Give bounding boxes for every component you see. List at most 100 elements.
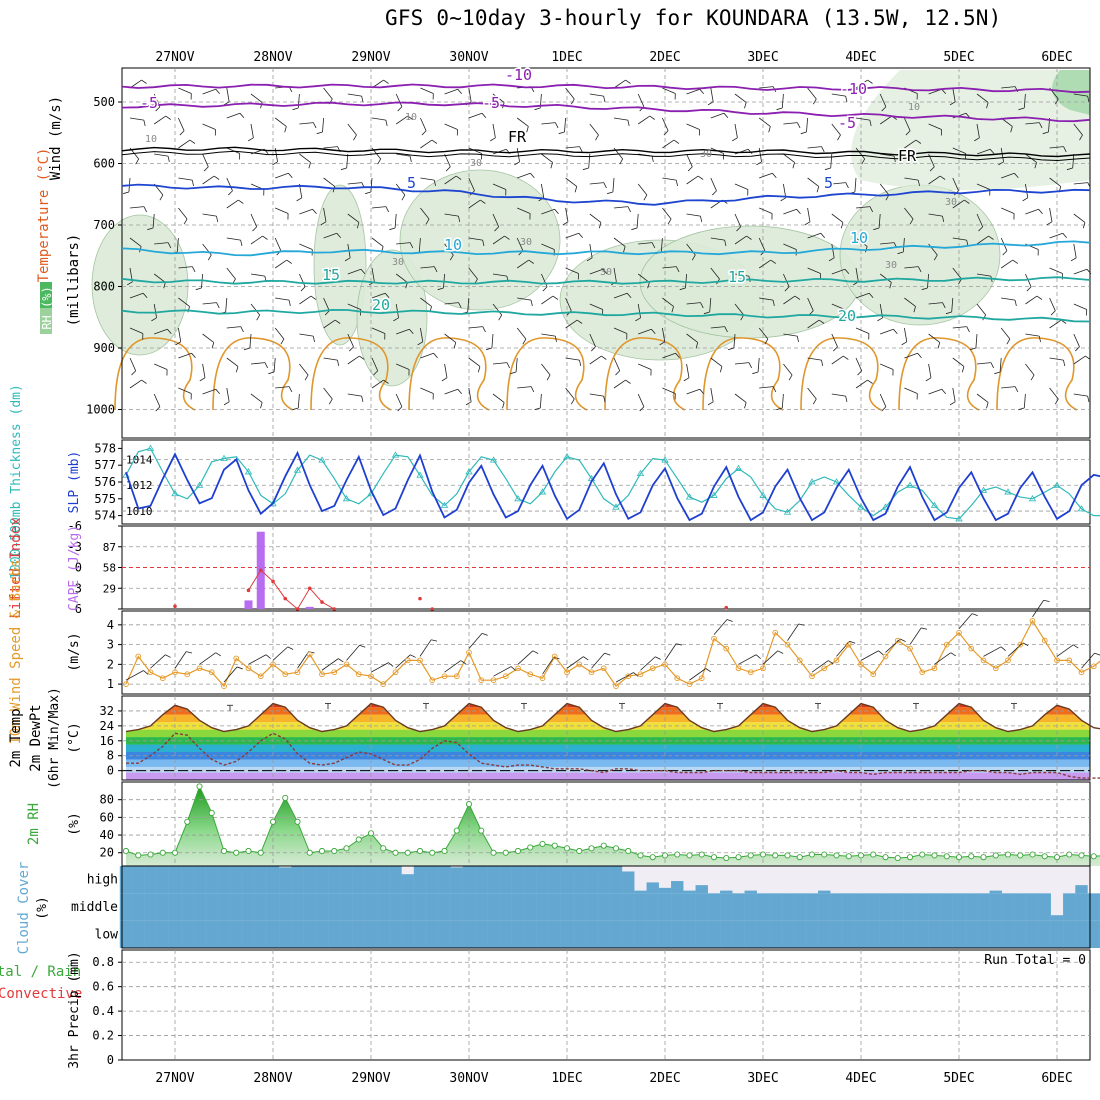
wind-barb [516, 327, 527, 345]
wind-barb-flag [385, 206, 390, 213]
wind-barb-flag [167, 328, 172, 334]
wind-barb [662, 139, 680, 149]
wind-speed-point [417, 657, 423, 664]
wind-barb [444, 388, 463, 395]
wind-barb [223, 87, 230, 106]
pressure-tick-label: 500 [93, 95, 115, 109]
wind-barb [178, 207, 188, 225]
cloud-cell [266, 893, 280, 921]
wind-barb [1025, 295, 1043, 305]
rh-point [465, 801, 473, 808]
cloud-cell [977, 920, 990, 948]
wind-barb [807, 232, 826, 239]
wind-barb-flag [978, 226, 984, 232]
wind-barb-flag [929, 166, 935, 172]
wind-barb-flag [260, 402, 263, 409]
wind-barb [589, 93, 606, 103]
wind-barb-flag [816, 186, 820, 193]
cloud-cell [903, 893, 917, 921]
wind-barb-flag [288, 172, 293, 178]
li-point [173, 604, 177, 609]
wind-barb [686, 388, 705, 395]
wind-barb-staff [1000, 327, 1011, 340]
wind-barb-flag [1054, 98, 1059, 105]
date-label-top: 3DEC [747, 50, 778, 65]
wind-barb [662, 177, 678, 187]
wind-barb-flag [268, 371, 275, 375]
cloud-cell [842, 920, 855, 948]
wind-barb-staff [807, 207, 811, 222]
wind-barb-staff [154, 153, 169, 157]
wind-barb [347, 393, 364, 403]
wind-barb [223, 387, 230, 406]
cloud-cell [438, 920, 451, 948]
temp-tick-label: 8 [107, 749, 114, 763]
wind-barb [468, 632, 488, 649]
wind-barb-staff [637, 183, 648, 196]
cloud-cell [646, 920, 659, 948]
wind-barb-staff [734, 93, 747, 103]
wind-barb [783, 295, 801, 305]
cloud-cell [438, 866, 451, 894]
wind-barb [1018, 393, 1026, 411]
cloud-cell [352, 893, 365, 921]
wind-barb-flag [961, 366, 965, 373]
wind-barb [486, 333, 494, 351]
rh-contour-orange [702, 337, 784, 411]
wind-barb-flag [433, 266, 438, 273]
wind-barb [752, 357, 760, 375]
wind-speed-point [368, 673, 374, 680]
cloud-cell [450, 920, 463, 948]
thickness-marker [636, 469, 645, 476]
wind-barb-staff [854, 177, 857, 192]
wind-barb [707, 387, 714, 406]
wind-barb-flag [437, 287, 444, 291]
wind-barb-flag [240, 240, 243, 247]
wind-barb-staff [1073, 268, 1088, 275]
cloud-cell [279, 920, 292, 948]
cloud-cell [279, 893, 292, 921]
wind-barb-staff [860, 650, 879, 661]
wind-barb-staff [904, 266, 919, 269]
cloud-cell [217, 920, 231, 948]
wind-barb-staff [516, 327, 527, 340]
cloud-cell [462, 893, 476, 921]
wind-barb [151, 303, 157, 322]
wind-barb-staff [855, 292, 870, 299]
wind-barb [395, 115, 413, 125]
wind-barb-staff [855, 267, 859, 282]
wind-speed-line [125, 619, 1100, 688]
thickness-marker [416, 471, 424, 478]
wind-speed-point [662, 661, 668, 668]
wind-barb-flag [777, 650, 784, 654]
wind-barb [153, 393, 161, 412]
wind-barb [174, 651, 193, 669]
rh-contour-label: 30 [520, 237, 532, 248]
wind-speed-point [515, 665, 521, 672]
rh-point [784, 852, 791, 859]
wind-barb-flag [1022, 197, 1028, 202]
cloud-cell [891, 920, 904, 948]
wind-barb [299, 273, 306, 292]
wind-barb-staff [347, 303, 361, 310]
rh-point [331, 847, 338, 855]
cloud-cell [683, 890, 696, 894]
wind-barb-staff [976, 123, 980, 138]
wind-barb-flag [534, 407, 541, 411]
wind-barb-staff [178, 177, 193, 181]
wind-barb-flag [756, 161, 762, 166]
wind-barb [226, 237, 243, 247]
cloud-cell [793, 893, 806, 921]
wind-barb [589, 393, 606, 403]
wind-barb [607, 177, 615, 195]
date-label-bottom: 27NOV [155, 1071, 194, 1086]
rh-contour-label: 30 [945, 197, 957, 208]
rh-point [282, 794, 289, 801]
cloud-cell [634, 920, 647, 948]
cloud-cell [364, 866, 378, 894]
wind-barb-staff [613, 79, 626, 89]
wind-barb-flag [933, 254, 938, 261]
wind-barb [153, 115, 171, 125]
wind-barb-staff [591, 652, 605, 669]
wind-barb-flag [844, 268, 850, 274]
